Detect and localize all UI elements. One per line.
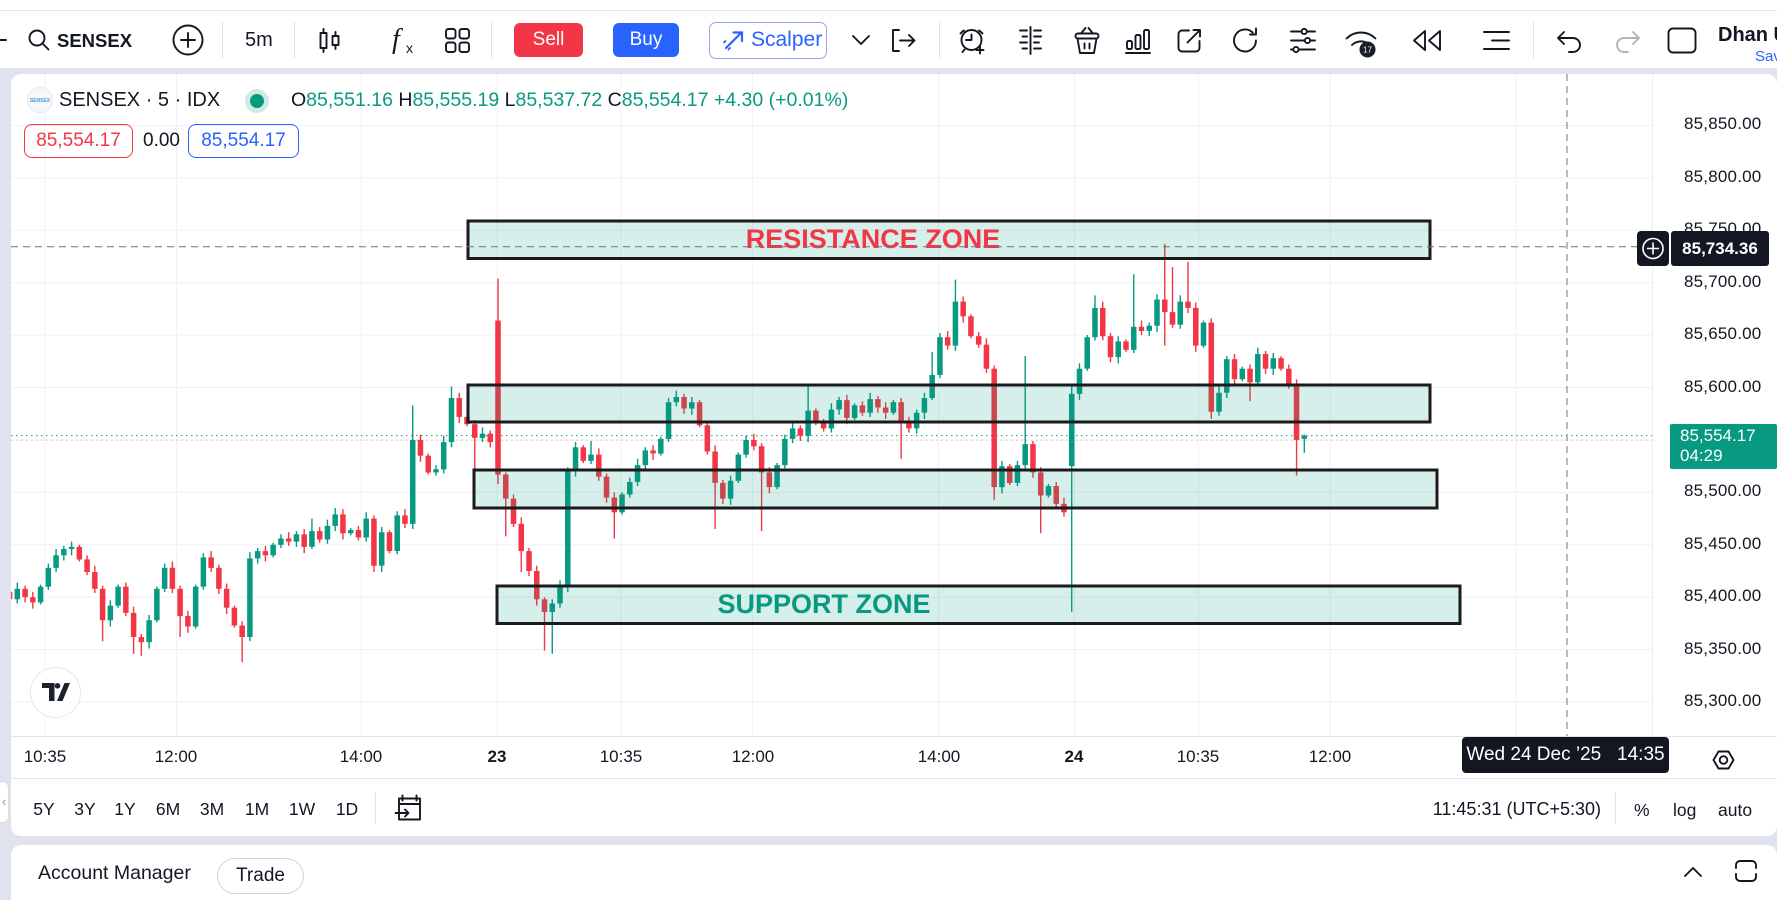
svg-text:x: x — [406, 40, 413, 56]
svg-text:17: 17 — [1363, 46, 1372, 55]
svg-text:f: f — [392, 24, 403, 55]
svg-text:SUPPORT ZONE: SUPPORT ZONE — [717, 589, 930, 619]
svg-text:RESISTANCE ZONE: RESISTANCE ZONE — [746, 224, 1001, 254]
